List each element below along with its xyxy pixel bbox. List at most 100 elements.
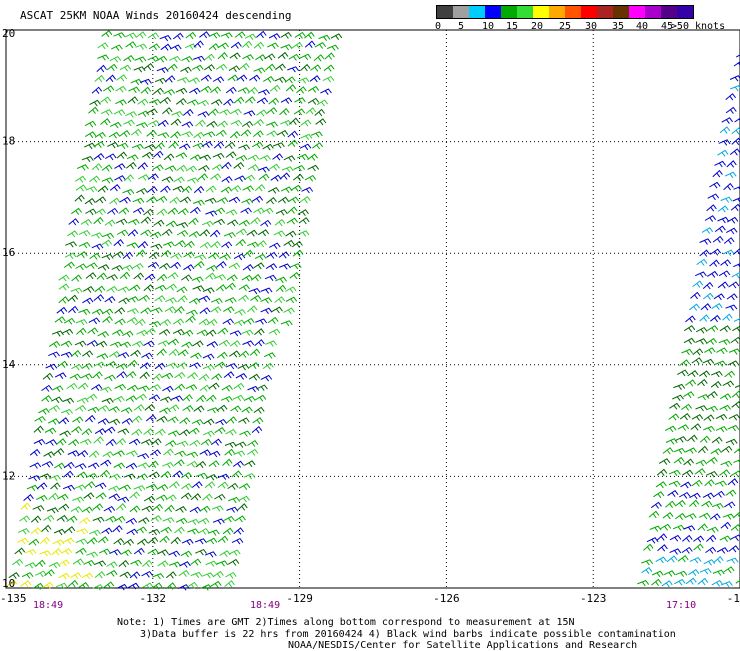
wind-barb [734, 318, 740, 324]
wind-barb [311, 65, 321, 71]
wind-barb [242, 55, 253, 61]
lon-tick-label: -120 [727, 592, 740, 605]
wind-barb [15, 548, 25, 554]
wind-barb [215, 428, 226, 434]
wind-barb [131, 351, 141, 357]
wind-barb [155, 143, 165, 149]
wind-barb [695, 272, 706, 278]
wind-barb [241, 208, 252, 214]
wind-barb [678, 556, 688, 562]
wind-barb [649, 511, 659, 517]
wind-barb [278, 53, 288, 59]
wind-barb [252, 427, 262, 433]
wind-barb [327, 45, 338, 50]
wind-barb [110, 123, 121, 129]
wind-barb [162, 373, 173, 379]
wind-barb [167, 64, 177, 70]
wind-barb [52, 331, 63, 336]
wind-barb [258, 167, 269, 172]
wind-barb [693, 536, 703, 542]
wind-barb [725, 371, 735, 377]
wind-barb [99, 549, 110, 555]
wind-barb [703, 359, 714, 364]
wind-barb [673, 385, 684, 390]
wind-barb [208, 530, 219, 535]
wind-barb [61, 341, 72, 347]
wind-barb [73, 559, 84, 565]
wind-barb [123, 253, 133, 259]
wind-barb [682, 349, 693, 354]
wind-barb [157, 349, 167, 355]
wind-barb [724, 184, 734, 191]
wind-barb [224, 517, 235, 523]
wind-barb [225, 142, 235, 148]
wind-barb [89, 318, 100, 324]
wind-barb [176, 153, 187, 159]
wind-barb [101, 460, 112, 466]
wind-barb [144, 145, 155, 151]
wind-barb [215, 362, 226, 368]
wind-barb [120, 342, 131, 348]
wind-barb [141, 440, 152, 446]
wind-barb [134, 67, 145, 72]
wind-barb [273, 143, 284, 148]
wind-barb [254, 68, 265, 73]
wind-barb [183, 406, 194, 412]
wind-barb [59, 504, 69, 510]
wind-barb [171, 396, 182, 401]
wind-barb [75, 195, 85, 201]
wind-barb [157, 68, 168, 73]
wind-barb [39, 551, 50, 556]
wind-barb [160, 320, 171, 326]
wind-barb [254, 120, 264, 126]
wind-barb [149, 100, 160, 105]
wind-barb [55, 317, 65, 323]
wind-barb [87, 263, 98, 269]
wind-barb [734, 61, 740, 67]
wind-barb [168, 431, 179, 437]
wind-barb [721, 523, 731, 529]
wind-barb [194, 406, 204, 412]
wind-barb [80, 439, 91, 444]
wind-barb [204, 65, 214, 71]
wind-barb [117, 143, 128, 148]
wind-barb [285, 77, 295, 83]
wind-barb [244, 111, 255, 116]
wind-barb [178, 296, 188, 302]
wind-barb [102, 254, 113, 259]
wind-barb [302, 188, 313, 194]
wind-barb [142, 572, 153, 578]
wind-barb [674, 458, 684, 464]
wind-barb [230, 132, 240, 138]
wind-barb [190, 507, 201, 513]
wind-barb [170, 263, 180, 269]
wind-barb [308, 154, 318, 160]
wind-barb [168, 417, 179, 423]
wind-barb [200, 230, 210, 236]
wind-barb [733, 263, 740, 269]
wind-barb [22, 573, 33, 579]
wind-barb [299, 218, 309, 224]
wind-barb [272, 307, 283, 313]
wind-barb [198, 101, 209, 107]
wind-barb [132, 144, 143, 149]
wind-barb [248, 165, 259, 171]
wind-barb [268, 318, 278, 324]
wind-barb [672, 395, 683, 401]
wind-barb [312, 143, 322, 149]
wind-barb [183, 265, 194, 271]
wind-barb [65, 253, 76, 259]
wind-barb [252, 142, 263, 148]
wind-barb [158, 561, 169, 567]
wind-barb [698, 579, 708, 585]
wind-barb [97, 273, 107, 280]
wind-barb [724, 502, 735, 508]
wind-barb [92, 87, 102, 93]
wind-barb [127, 155, 138, 161]
wind-barb [251, 218, 261, 224]
wind-barb [724, 238, 734, 244]
wind-barb [228, 498, 239, 503]
wind-barb [278, 197, 288, 203]
wind-barb [136, 189, 147, 195]
wind-barb [85, 121, 96, 127]
